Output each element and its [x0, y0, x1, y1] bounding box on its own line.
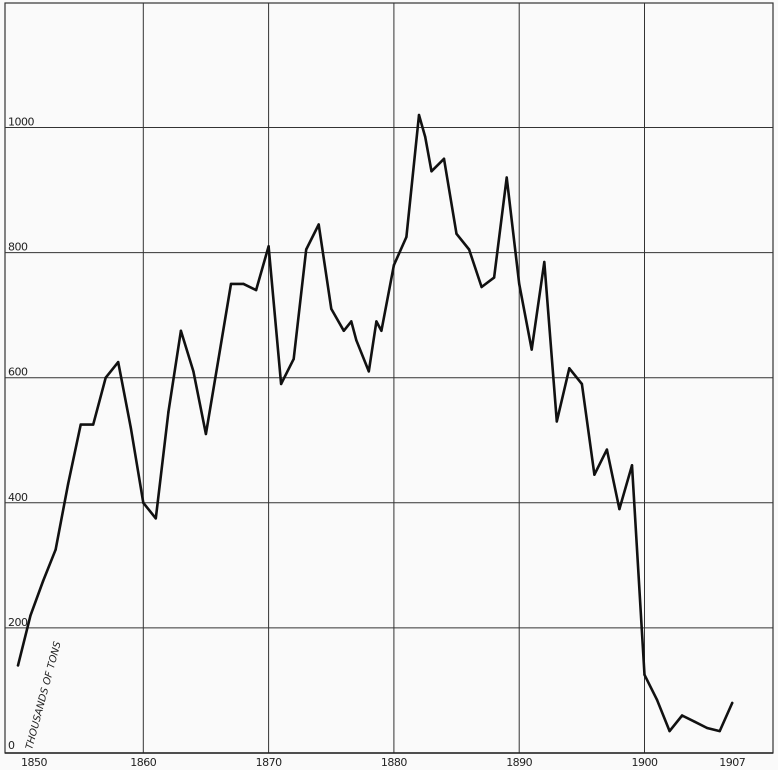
data-point — [367, 370, 370, 373]
y-tick-label: 600 — [8, 366, 28, 379]
y-axis-unit-label: THOUSANDS OF TONS — [24, 640, 64, 751]
data-point — [580, 382, 584, 386]
y-tick-label: 800 — [8, 241, 28, 254]
data-point — [229, 282, 233, 286]
data-point — [630, 464, 634, 467]
data-points — [16, 113, 734, 733]
data-point — [467, 248, 471, 251]
data-point — [375, 320, 378, 323]
data-point — [242, 282, 245, 286]
data-point — [405, 235, 408, 239]
data-point — [142, 501, 145, 504]
data-point — [117, 360, 120, 364]
data-point — [593, 473, 596, 476]
data-point — [543, 260, 546, 264]
data-point — [292, 357, 295, 361]
data-point — [92, 423, 95, 426]
data-point — [41, 579, 45, 583]
data-point — [317, 223, 320, 226]
data-point — [16, 664, 20, 667]
data-point — [104, 376, 107, 379]
data-point — [643, 673, 646, 676]
data-point — [305, 248, 308, 251]
data-point — [442, 157, 446, 160]
data-point — [480, 285, 483, 289]
data-point — [54, 548, 57, 551]
data-point — [731, 701, 734, 705]
y-tick-label: 200 — [8, 616, 28, 629]
data-point — [192, 370, 195, 373]
data-point — [342, 329, 345, 332]
data-point — [392, 263, 396, 267]
data-point — [350, 320, 353, 323]
data-point — [655, 698, 659, 701]
data-point — [568, 367, 571, 370]
data-point — [492, 276, 496, 279]
y-tick-label: 1000 — [8, 116, 34, 129]
x-tick-label: 1850 — [21, 756, 47, 769]
data-point — [154, 517, 157, 520]
data-point — [29, 614, 32, 617]
data-point — [279, 382, 283, 386]
data-point — [680, 714, 684, 717]
data-point — [380, 329, 383, 332]
data-point — [66, 482, 70, 486]
y-tick-labels: 0 200 400 600 800 1000 — [8, 116, 35, 753]
x-tick-label: 1860 — [130, 756, 156, 769]
data-point — [204, 432, 208, 436]
x-tick-label: 1907 — [719, 756, 745, 769]
data-point — [79, 423, 82, 426]
grid — [5, 3, 773, 753]
x-tick-labels: 1850 1860 1870 1880 1890 1900 1907 — [21, 756, 746, 769]
x-tick-label: 1870 — [256, 756, 282, 769]
data-point — [668, 729, 671, 733]
data-point — [505, 176, 508, 179]
data-point — [530, 348, 533, 351]
x-tick-label: 1900 — [632, 756, 658, 769]
data-point — [355, 339, 358, 342]
data-point — [455, 232, 458, 235]
data-point — [518, 282, 521, 286]
data-point — [605, 448, 609, 451]
data-point — [555, 420, 558, 423]
data-point — [718, 729, 721, 733]
x-tick-label: 1890 — [506, 756, 532, 769]
data-point — [267, 245, 270, 248]
data-point — [167, 410, 170, 414]
data-point — [693, 720, 696, 723]
data-point — [330, 307, 333, 311]
data-point — [179, 329, 183, 332]
y-tick-label: 0 — [8, 739, 15, 752]
x-tick-label: 1880 — [381, 756, 407, 769]
data-point — [254, 288, 258, 292]
data-point — [618, 507, 621, 511]
data-point — [424, 135, 427, 139]
data-point — [430, 170, 433, 173]
series-line — [16, 113, 734, 733]
data-point — [705, 726, 709, 730]
data-point — [417, 113, 421, 117]
data-point — [129, 426, 132, 429]
data-point — [217, 357, 220, 361]
y-tick-label: 400 — [8, 491, 28, 504]
